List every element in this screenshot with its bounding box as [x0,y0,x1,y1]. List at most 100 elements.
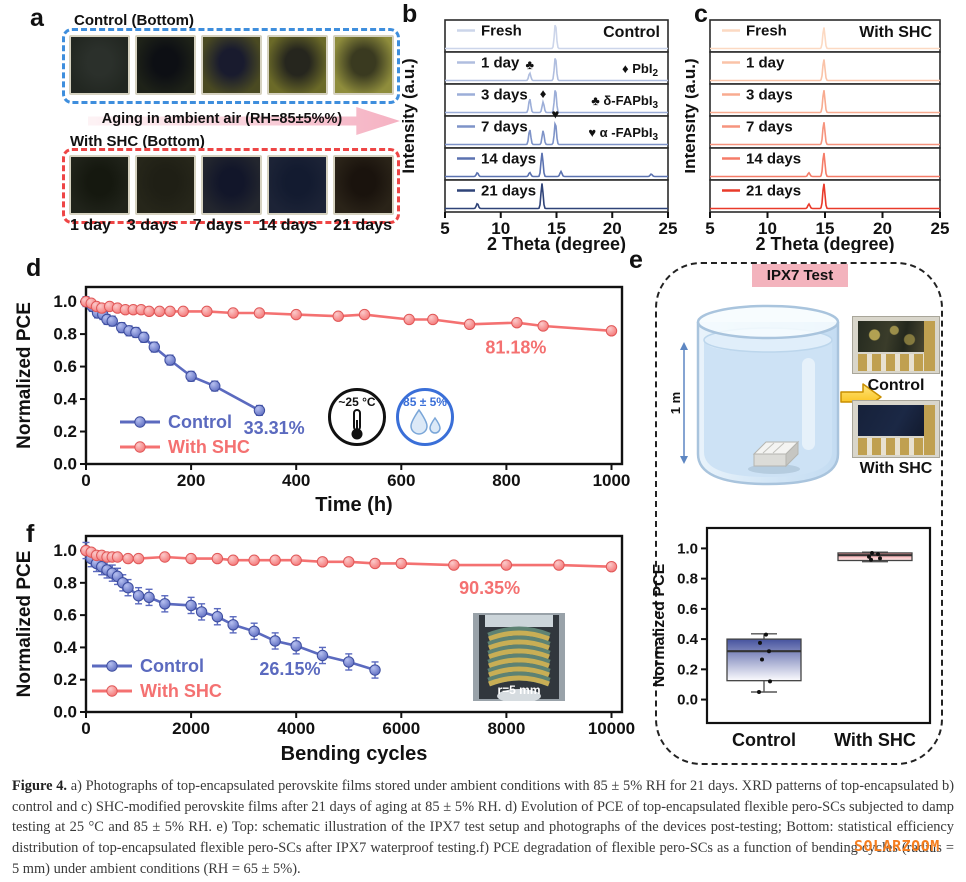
film-photo [135,155,196,215]
data-point [427,313,439,326]
y-tick-label: 0.4 [53,390,77,409]
y-tick-label: 0.6 [53,606,77,625]
series-line [85,300,612,333]
gold-bus-bar [924,405,935,455]
x-tick-label: 15 [816,219,835,238]
data-point [343,556,355,568]
film-photo [333,35,394,95]
data-point [248,554,260,566]
data-point [211,552,224,565]
box [837,552,913,562]
data-point [227,554,239,566]
panel-corner-label: Control [603,24,660,41]
data-point [290,308,302,321]
x-tick-label: 800 [492,471,520,490]
figure-caption: Figure 4. a) Photographs of top-encapsul… [12,776,954,880]
x-tick-label: 20 [873,219,892,238]
category-label: Control [732,730,796,750]
y-tick-label: 0.0 [53,455,77,474]
depth-dimension: 1 m [670,342,688,464]
trace-label: Fresh [746,23,787,40]
data-point [758,640,762,645]
trace-label: 14 days [746,151,801,168]
y-tick-label: 1.0 [53,292,77,311]
data-point [269,635,281,647]
gold-electrodes [858,438,924,455]
data-point [316,556,329,568]
legend-label: Control [168,412,232,432]
xrd-trace [445,152,668,178]
x-tick-label: 5 [705,219,714,238]
xrd-trace [445,183,668,210]
x-tick-label: 10000 [588,719,635,738]
gold-electrodes [858,354,924,371]
humidity-icon: 85 ± 5% [396,388,454,446]
data-point [764,632,768,637]
data-point [395,557,407,570]
xrd-trace [710,90,940,114]
day-labels: 1 day 3 days 7 days 14 days 21 days [62,217,400,235]
x-axis-title: 2 Theta (degree) [755,234,894,253]
x-tick-label: 400 [282,471,310,490]
xrd-trace [710,152,940,178]
control-photo-label: Control [867,377,925,394]
control-device-photo [852,316,940,374]
data-point [185,599,197,612]
y-axis-title: Normalized PCE [14,302,35,449]
day-label: 7 days [192,217,243,234]
data-point [448,559,460,571]
xrd-shc-chart: Fresh With SHC 1 day 3 days 7 days 14 days 21 … [685,19,949,253]
data-point [316,649,329,662]
film-photo [201,155,262,215]
trace-label: 3 days [746,87,793,104]
data-point [211,611,224,623]
shc-device-photo [852,400,940,458]
day-label: 3 days [126,217,177,234]
solarzoom-watermark: SOLARZOOM [854,837,940,855]
data-point [195,606,208,618]
x-tick-label: 2000 [172,719,210,738]
data-point [290,554,302,566]
data-point [106,315,118,327]
data-point [159,598,171,610]
x-tick-label: 5 [440,219,449,238]
data-point [870,550,874,555]
panel-a-label: a [30,4,44,32]
data-point [332,310,344,322]
data-point [290,640,302,652]
data-point [132,552,145,565]
beaker-illustration: 1 m [670,304,840,486]
y-tick-label: 1.0 [677,540,698,557]
data-point [201,305,213,318]
trace-label: 7 days [746,119,793,136]
trace-label: 21 days [481,183,536,200]
caption-body: a) Photographs of top-encapsulated perov… [12,778,954,877]
y-tick-label: 0.2 [677,661,698,678]
film-photo [267,155,328,215]
temperature-icon: ~25 °C [328,388,386,446]
x-tick-label: 600 [387,471,415,490]
y-tick-label: 0.2 [53,422,77,441]
x-tick-label: 15 [547,219,566,238]
data-point [209,380,221,392]
x-tick-label: 10 [758,219,777,238]
annotation: 90.35% [459,578,520,598]
panel-d-label: d [26,254,42,282]
data-point [463,318,476,331]
shc-films-box [62,148,400,224]
series-line [84,549,376,672]
data-point [177,305,189,318]
intact-film [858,405,924,436]
data-point [537,320,549,332]
day-label: 1 day [70,217,111,234]
data-point [185,370,197,383]
trace-label: Fresh [481,23,522,40]
trace-label: 3 days [481,87,528,104]
film-photo [69,35,130,95]
annotation: 26.15% [259,659,320,679]
data-point [358,308,371,321]
category-label: With SHC [834,730,916,750]
ipx7-boxplot: 0.0 0.2 0.4 0.6 0.8 1.0 Normalized PCE Control W… [651,526,932,750]
x-axis-title: 2 Theta (degree) [487,234,626,253]
